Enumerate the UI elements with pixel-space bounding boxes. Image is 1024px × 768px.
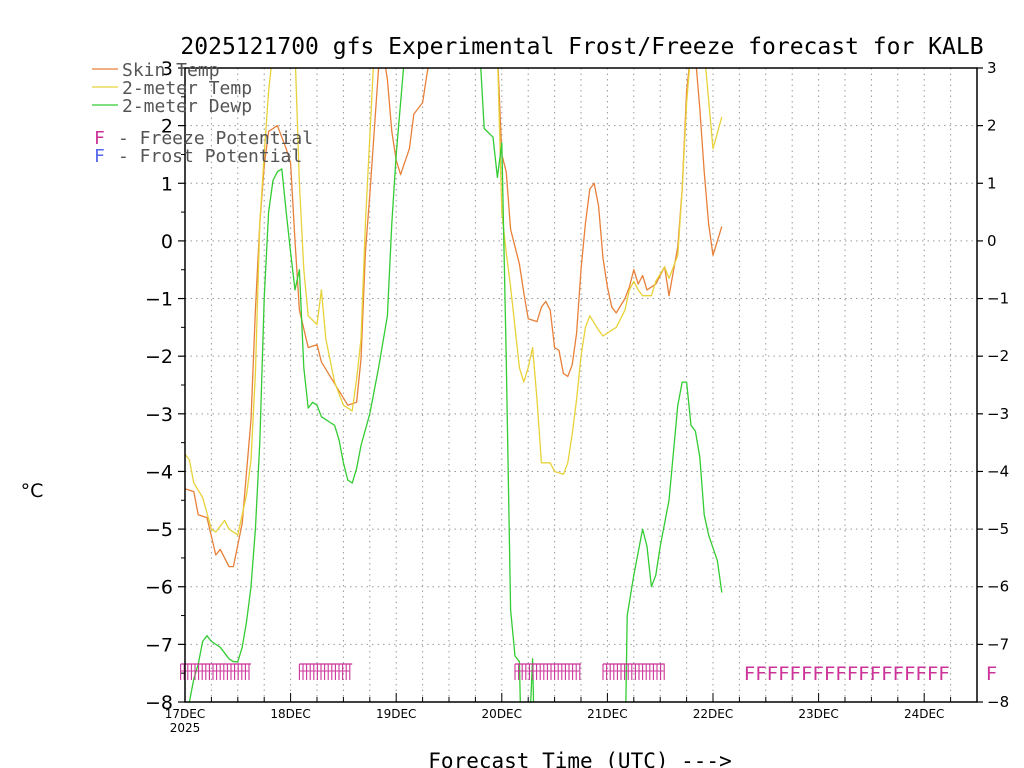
series-line-2-meter-temp — [185, 68, 723, 536]
legend-freeze-label: - Freeze Potential — [118, 128, 313, 149]
y-tick-label-left: 2 — [161, 116, 173, 138]
series-line-skin-temp — [185, 68, 723, 568]
legend-frost-symbol: F — [94, 146, 105, 167]
y-tick-label-right: −7 — [987, 635, 1009, 653]
y-tick-label-right: −8 — [987, 693, 1009, 711]
y-tick-label-right: −2 — [987, 347, 1009, 365]
y-axis-left: −8 −7 −6 −5 −4 −3 −2 −1 0 1 2 3 — [145, 58, 185, 714]
y-tick-label-left: 1 — [161, 173, 173, 195]
y-tick-label-left: 0 — [161, 231, 173, 253]
x-tick-label: 23DEC — [798, 707, 838, 721]
y-tick-label-right: 0 — [987, 232, 997, 250]
y-tick-label-left: −8 — [145, 692, 173, 714]
y-tick-label-right: −3 — [987, 405, 1009, 423]
legend-skin-label: Skin Temp — [122, 60, 220, 81]
x-tick-label: 22DEC — [693, 707, 733, 721]
y-tick-label-left: −7 — [145, 634, 173, 656]
legend-2m-dewp-label: 2-meter Dewp — [122, 96, 252, 117]
series-lines — [185, 68, 723, 702]
freeze-row-text: F — [986, 663, 997, 685]
y-tick-label-left: −3 — [145, 404, 173, 426]
y-tick-label-right: −6 — [987, 578, 1009, 596]
legend: Skin Temp 2-meter Temp 2-meter Dewp F - … — [92, 60, 313, 167]
y-tick-label-left: −4 — [145, 461, 173, 483]
y-tick-label-right: 1 — [987, 174, 997, 192]
chart-title: 2025121700 gfs Experimental Frost/Freeze… — [180, 34, 983, 60]
plot-frame — [184, 67, 978, 703]
y-tick-label-left: −1 — [145, 289, 173, 311]
x-axis-label: Forecast Time (UTC) ---> — [428, 749, 731, 768]
legend-freeze-symbol: F — [94, 128, 105, 149]
x-tick-label: 21DEC — [587, 707, 627, 721]
x-tick-label: 20DEC — [482, 707, 522, 721]
y-tick-label-right: −5 — [987, 520, 1009, 538]
y-tick-label-left: −2 — [145, 346, 173, 368]
freeze-row-text: FFFFFFFFFFFFFFFFFF — [744, 663, 950, 685]
x-tick-label: 18DEC — [270, 707, 310, 721]
legend-2m-temp-label: 2-meter Temp — [122, 78, 252, 99]
y-tick-label-left: 3 — [161, 58, 173, 80]
y-tick-label-left: −5 — [145, 519, 173, 541]
legend-frost-label: - Frost Potential — [118, 146, 302, 167]
x-tick-label: 19DEC — [376, 707, 416, 721]
grid-lines — [185, 68, 977, 702]
y-tick-label-right: −1 — [987, 290, 1009, 308]
series-line-2-meter-dewp — [188, 68, 723, 702]
x-tick-sublabel: 2025 — [170, 721, 201, 735]
y-axis-label: °C — [21, 480, 44, 502]
x-tick-label: 24DEC — [904, 707, 944, 721]
x-tick-label: 17DEC — [165, 707, 205, 721]
y-axis-right: −8 −7 −6 −5 −4 −3 −2 −1 0 1 2 3 — [977, 59, 1009, 711]
freeze-marks: FFFFFFFFFFFFFFFFFF F — [180, 663, 997, 685]
y-tick-label-right: −4 — [987, 462, 1009, 480]
y-tick-label-right: 2 — [987, 117, 997, 135]
y-tick-label-right: 3 — [987, 59, 997, 77]
y-tick-label-left: −6 — [145, 577, 173, 599]
